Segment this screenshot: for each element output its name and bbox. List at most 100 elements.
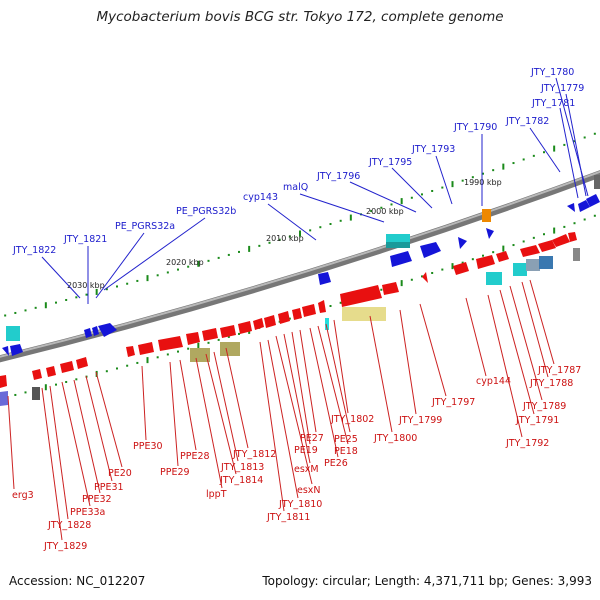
gene-label[interactable]: JTY_1802 — [330, 414, 374, 425]
gene-arrow[interactable] — [292, 308, 302, 320]
gene-label[interactable]: cyp143 — [243, 192, 278, 203]
gene-label[interactable]: PE27 — [300, 433, 324, 444]
gene-arrow[interactable] — [453, 262, 469, 275]
gene-label[interactable]: JTY_1779 — [540, 83, 584, 94]
gene-arrow[interactable] — [76, 357, 88, 369]
cyan-feature[interactable] — [486, 272, 502, 285]
gene-arrow[interactable] — [496, 251, 509, 262]
gene-arrow[interactable] — [486, 228, 494, 239]
gene-label[interactable]: PE18 — [334, 446, 358, 457]
gene-label[interactable]: JTY_1782 — [505, 116, 549, 127]
gene-arrow[interactable] — [2, 346, 9, 356]
gene-label[interactable]: JTY_1792 — [505, 438, 549, 449]
gene-label[interactable]: JTY_1822 — [12, 245, 56, 256]
gene-label[interactable]: JTY_1793 — [411, 144, 455, 155]
gene-label[interactable]: erg3 — [12, 490, 34, 501]
gene-label[interactable]: lppT — [206, 489, 227, 500]
gene-arrow[interactable] — [382, 282, 399, 295]
gene-arrow[interactable] — [458, 237, 467, 249]
gene-arrow[interactable] — [568, 232, 577, 242]
gene-label[interactable]: PE19 — [294, 445, 318, 456]
gene-label[interactable]: JTY_1787 — [537, 365, 581, 376]
gene-label[interactable]: JTY_1829 — [43, 541, 87, 552]
gene-arrow[interactable] — [0, 391, 8, 406]
gene-arrow[interactable] — [60, 361, 74, 373]
gene-label[interactable]: PPE31 — [94, 482, 124, 493]
gene-label[interactable]: JTY_1813 — [220, 462, 264, 473]
gene-label[interactable]: PPE33a — [70, 507, 105, 518]
gene-label[interactable]: JTY_1810 — [278, 499, 322, 510]
gene-arrow[interactable] — [278, 311, 290, 324]
gene-arrow[interactable] — [318, 272, 331, 285]
gene-label[interactable]: JTY_1791 — [515, 415, 559, 426]
gene-label[interactable]: JTY_1795 — [368, 157, 412, 168]
gene-label[interactable]: JTY_1780 — [530, 67, 574, 78]
gene-label[interactable]: JTY_1788 — [529, 378, 573, 389]
gene-arrow[interactable] — [318, 300, 326, 313]
gene-label[interactable]: JTY_1800 — [373, 433, 417, 444]
pseudo-olive-feature[interactable] — [220, 342, 240, 356]
gene-arrow[interactable] — [202, 328, 218, 341]
gene-label[interactable]: esxM — [294, 464, 319, 475]
pseudo-yellow-feature[interactable] — [342, 307, 386, 321]
gene-arrow[interactable] — [578, 200, 590, 212]
gene-label[interactable]: JTY_1781 — [531, 98, 575, 109]
gene-label[interactable]: esxN — [297, 485, 321, 496]
gene-label[interactable]: JTY_1811 — [266, 512, 310, 523]
steel-feature[interactable] — [526, 259, 540, 271]
gene-label[interactable]: JTY_1797 — [431, 397, 475, 408]
gene-label[interactable]: JTY_1799 — [398, 415, 442, 426]
gene-arrow[interactable] — [238, 321, 252, 334]
gene-label[interactable]: malQ — [283, 182, 308, 193]
gene-arrow[interactable] — [520, 245, 540, 257]
gene-label[interactable]: PE26 — [324, 458, 348, 469]
gene-arrow[interactable] — [422, 272, 428, 283]
gene-label[interactable]: PPE30 — [133, 441, 163, 452]
gene-label[interactable]: PE_PGRS32a — [115, 221, 175, 232]
gene-label[interactable]: cyp144 — [476, 376, 511, 387]
gray-feature[interactable] — [594, 175, 600, 189]
gene-label[interactable]: JTY_1796 — [316, 171, 360, 182]
gene-label[interactable]: JTY_1790 — [453, 122, 497, 133]
gene-arrow[interactable] — [586, 194, 600, 207]
gene-arrow[interactable] — [264, 315, 276, 328]
gene-arrow[interactable] — [567, 203, 575, 212]
gene-arrow[interactable] — [220, 325, 236, 338]
gene-arrow[interactable] — [253, 318, 264, 330]
gene-arrow[interactable] — [420, 242, 441, 258]
orange-feature[interactable] — [482, 209, 491, 222]
gene-arrow[interactable] — [92, 326, 99, 336]
gene-label[interactable]: JTY_1814 — [219, 475, 263, 486]
gene-arrow[interactable] — [476, 255, 495, 269]
gene-arrow[interactable] — [46, 366, 56, 377]
cyan-small-feature[interactable] — [325, 318, 329, 330]
gene-label[interactable]: PPE32 — [82, 494, 112, 505]
gene-arrow[interactable] — [390, 251, 412, 267]
gene-label[interactable]: JTY_1789 — [522, 401, 566, 412]
gene-arrow[interactable] — [538, 240, 556, 252]
steel-feature[interactable] — [539, 256, 553, 269]
gene-arrow[interactable] — [186, 332, 200, 345]
gene-label[interactable]: PPE29 — [160, 467, 190, 478]
gene-label[interactable]: JTY_1828 — [47, 520, 91, 531]
gene-arrow[interactable] — [158, 336, 183, 351]
gene-arrow[interactable] — [302, 304, 316, 317]
gene-label[interactable]: PPE28 — [180, 451, 210, 462]
gene-arrow[interactable] — [98, 323, 117, 337]
gene-arrow[interactable] — [138, 342, 154, 355]
gene-label[interactable]: JTY_1821 — [63, 234, 107, 245]
gene-label[interactable]: PE_PGRS32b — [176, 206, 236, 217]
cyan-feature[interactable] — [513, 263, 527, 276]
gene-label[interactable]: JTY_1812 — [232, 449, 276, 460]
pseudo-olive-feature[interactable] — [190, 348, 210, 362]
gene-arrow[interactable] — [552, 234, 570, 247]
gene-arrow[interactable] — [84, 328, 92, 338]
gene-arrow[interactable] — [0, 375, 7, 388]
cyan-feature[interactable] — [6, 326, 20, 341]
gene-arrow[interactable] — [10, 344, 23, 356]
gene-arrow[interactable] — [340, 285, 382, 307]
gene-label[interactable]: PE20 — [108, 468, 132, 479]
gray-feature[interactable] — [32, 387, 40, 400]
gene-arrow[interactable] — [32, 369, 42, 380]
gene-arrow[interactable] — [126, 346, 135, 357]
